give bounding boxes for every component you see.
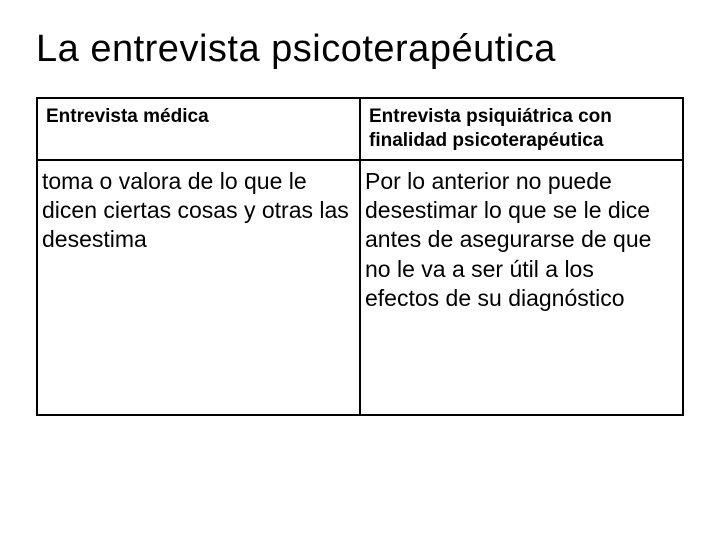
col-header-medica: Entrevista médica bbox=[37, 98, 360, 160]
table-header-row: Entrevista médica Entrevista psiquiátric… bbox=[37, 98, 683, 160]
cell-psiquiatrica: Por lo anterior no puede desestimar lo q… bbox=[360, 160, 683, 415]
table-row: toma o valora de lo que le dicen ciertas… bbox=[37, 160, 683, 415]
page-title: La entrevista psicoterapéutica bbox=[36, 28, 684, 71]
col-header-psiquiatrica: Entrevista psiquiátrica con finalidad ps… bbox=[360, 98, 683, 160]
cell-medica: toma o valora de lo que le dicen ciertas… bbox=[37, 160, 360, 415]
comparison-table: Entrevista médica Entrevista psiquiátric… bbox=[36, 97, 684, 416]
